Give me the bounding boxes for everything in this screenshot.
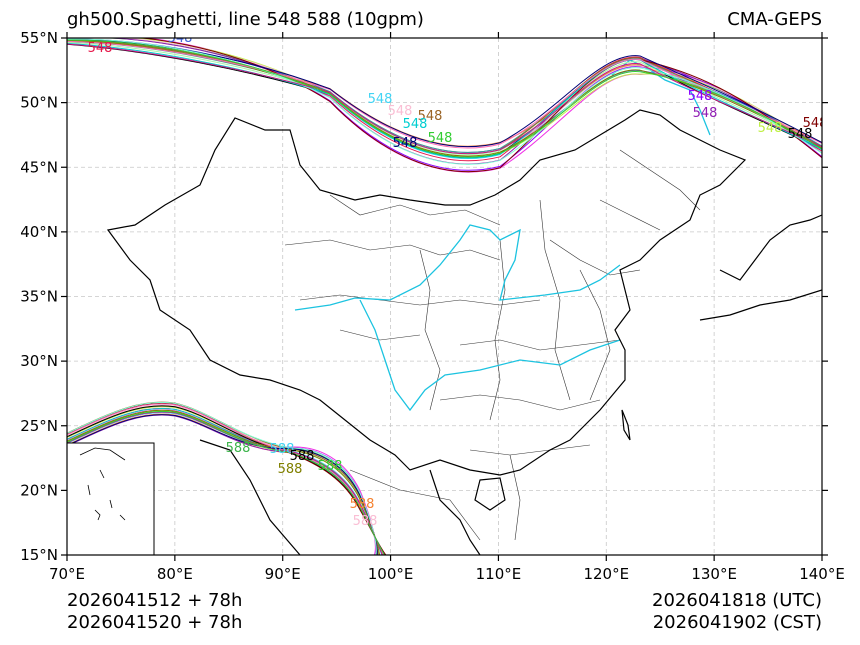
contour-label-548: 548	[788, 127, 813, 142]
lon-label: 80°E	[157, 565, 193, 583]
member-588-line	[67, 401, 377, 555]
lat-label: 40°N	[20, 223, 58, 241]
contour-label-588: 588	[350, 497, 375, 512]
axis-ticks: 55°N 50°N 45°N 40°N 35°N 30°N 25°N 20°N 15°N70°E…	[20, 29, 845, 583]
lon-label: 110°E	[476, 565, 522, 583]
member-548-line	[136, 38, 822, 173]
contour-label-548: 548	[393, 136, 418, 151]
member-548-line	[67, 43, 822, 155]
member-548-line	[67, 39, 822, 158]
inset-map	[66, 442, 155, 556]
lat-label: 45°N	[20, 158, 58, 176]
lat-label: 30°N	[20, 352, 58, 370]
contour-label-588: 588	[270, 442, 295, 457]
contour-label-548: 548	[368, 92, 393, 107]
lon-label: 140°E	[799, 565, 845, 583]
province-borders	[284, 149, 701, 541]
contour-label-548: 548	[428, 131, 453, 146]
member-588-line	[67, 414, 378, 555]
contours-548	[67, 38, 822, 173]
model-name: CMA-GEPS	[727, 9, 822, 30]
lon-label: 70°E	[49, 565, 85, 583]
country-borders	[106, 109, 822, 555]
contour-label-588: 588	[290, 449, 315, 464]
contour-label-548: 548	[688, 89, 713, 104]
contour-label-548: 548	[803, 116, 828, 131]
member-548-line	[67, 42, 822, 159]
init-cst: 2026041520 + 78h	[67, 612, 243, 633]
lon-label: 130°E	[691, 565, 737, 583]
contours-588	[67, 401, 387, 555]
member-588-line	[67, 409, 381, 555]
valid-time: 2026041818 (UTC) 2026041902 (CST)	[652, 590, 822, 634]
member-588-line	[67, 403, 384, 555]
member-548-line	[67, 39, 822, 148]
init-utc: 2026041512 + 78h	[67, 590, 243, 611]
valid-utc: 2026041818 (UTC)	[652, 590, 822, 611]
lat-label: 20°N	[20, 481, 58, 499]
lon-label: 120°E	[583, 565, 629, 583]
lat-label: 50°N	[20, 94, 58, 112]
contour-label-588: 588	[226, 441, 251, 456]
contour-label-548: 548	[693, 106, 718, 121]
lat-label: 15°N	[20, 546, 58, 564]
contour-label-548: 548	[758, 121, 783, 136]
valid-cst: 2026041902 (CST)	[652, 612, 822, 633]
contour-label-548: 548	[168, 31, 193, 46]
contour-label-588: 588	[318, 459, 343, 474]
lat-label: 55°N	[20, 29, 58, 47]
chart-title: gh500.Spaghetti, line 548 588 (10gpm)	[67, 9, 424, 30]
lon-label: 90°E	[265, 565, 301, 583]
member-588-line	[67, 411, 383, 555]
member-588-line	[67, 410, 385, 555]
contour-label-588: 588	[353, 514, 378, 529]
init-time: 2026041512 + 78h 2026041520 + 78h	[67, 590, 242, 634]
contour-label-548: 548	[418, 109, 443, 124]
lat-label: 35°N	[20, 288, 58, 306]
gridlines	[67, 38, 822, 555]
contour-label-548: 548	[88, 41, 113, 56]
lon-label: 100°E	[368, 565, 414, 583]
contour-label-548: 548	[388, 104, 413, 119]
contour-label-588: 588	[278, 462, 303, 477]
contour-label-548: 548	[403, 117, 428, 132]
lat-label: 25°N	[20, 417, 58, 435]
